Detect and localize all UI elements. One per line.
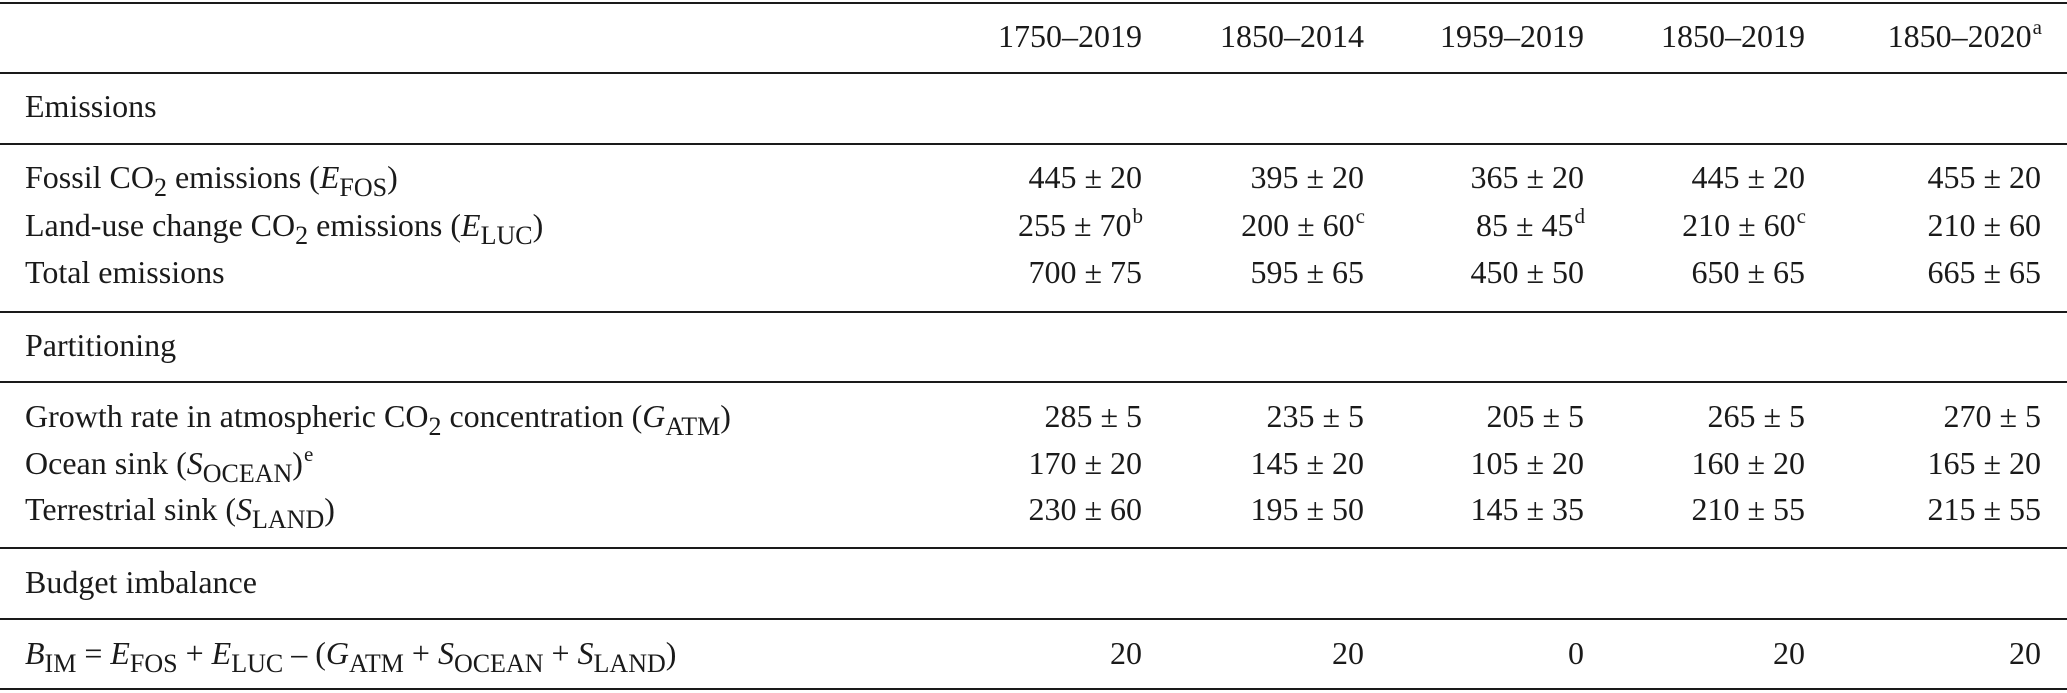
value-cell: 210 ± 60c: [1682, 204, 1806, 243]
table-row: Ocean sink (SOCEAN)e 170 ± 20 145 ± 20 1…: [0, 441, 2067, 488]
value-cell: 450 ± 50: [1470, 254, 1584, 290]
section-rule: [0, 547, 2067, 549]
section-title: Budget imbalance: [25, 564, 257, 600]
value-cell: 145 ± 20: [1250, 445, 1364, 481]
section-rule: [0, 143, 2067, 145]
value-cell: 20: [1110, 635, 1142, 671]
value-cell: 455 ± 20: [1927, 159, 2041, 195]
value-cell: 255 ± 70b: [1017, 204, 1143, 243]
table-row: Total emissions 700 ± 75 595 ± 65 450 ± …: [0, 250, 2067, 294]
section-heading: Emissions: [0, 84, 2067, 128]
value-cell: 200 ± 60c: [1241, 204, 1365, 243]
table-row: Terrestrial sink (SLAND) 230 ± 60 195 ± …: [0, 487, 2067, 534]
column-header: 1850–2019: [1661, 18, 1805, 54]
value-cell: 210 ± 55: [1691, 491, 1805, 527]
value-cell: 365 ± 20: [1470, 159, 1584, 195]
top-rule: [0, 2, 2067, 4]
section-rule: [0, 311, 2067, 313]
column-header: 1850–2014: [1220, 18, 1364, 54]
value-cell: 445 ± 20: [1691, 159, 1805, 195]
header-row: 1750–2019 1850–2014 1959–2019 1850–2019 …: [0, 14, 2067, 58]
value-cell: 595 ± 65: [1250, 254, 1364, 290]
column-header: 1850–2020a: [1887, 15, 2042, 54]
value-cell: 235 ± 5: [1266, 398, 1364, 434]
value-cell: 700 ± 75: [1028, 254, 1142, 290]
value-cell: 265 ± 5: [1707, 398, 1805, 434]
value-cell: 650 ± 65: [1691, 254, 1805, 290]
table-row: Land-use change CO2 emissions (ELUC) 255…: [0, 203, 2067, 250]
value-cell: 195 ± 50: [1250, 491, 1364, 527]
value-cell: 210 ± 60: [1927, 207, 2041, 243]
value-cell: 160 ± 20: [1691, 445, 1805, 481]
bottom-rule: [0, 688, 2067, 690]
row-label: Terrestrial sink (SLAND): [25, 491, 335, 534]
value-cell: 285 ± 5: [1044, 398, 1142, 434]
value-cell: 20: [2009, 635, 2041, 671]
value-cell: 270 ± 5: [1943, 398, 2041, 434]
row-label: Growth rate in atmospheric CO2 concentra…: [25, 398, 731, 441]
section-heading: Budget imbalance: [0, 560, 2067, 604]
column-header: 1750–2019: [998, 18, 1142, 54]
value-cell: 145 ± 35: [1470, 491, 1584, 527]
value-cell: 85 ± 45d: [1475, 204, 1585, 243]
value-cell: 215 ± 55: [1927, 491, 2041, 527]
value-cell: 205 ± 5: [1486, 398, 1584, 434]
table-row: Fossil CO2 emissions (EFOS) 445 ± 20 395…: [0, 155, 2067, 202]
value-cell: 170 ± 20: [1028, 445, 1142, 481]
section-heading: Partitioning: [0, 323, 2067, 367]
table-row: Growth rate in atmospheric CO2 concentra…: [0, 394, 2067, 441]
value-cell: 20: [1773, 635, 1805, 671]
value-cell: 230 ± 60: [1028, 491, 1142, 527]
value-cell: 0: [1568, 635, 1584, 671]
table-row: BIM = EFOS + ELUC – (GATM + SOCEAN + SLA…: [0, 631, 2067, 678]
row-label: Ocean sink (SOCEAN)e: [25, 442, 314, 488]
row-label: Total emissions: [25, 254, 225, 290]
value-cell: 20: [1332, 635, 1364, 671]
row-label: Fossil CO2 emissions (EFOS): [25, 159, 398, 202]
section-rule: [0, 381, 2067, 383]
value-cell: 665 ± 65: [1927, 254, 2041, 290]
value-cell: 165 ± 20: [1927, 445, 2041, 481]
value-cell: 395 ± 20: [1250, 159, 1364, 195]
value-cell: 445 ± 20: [1028, 159, 1142, 195]
section-title: Emissions: [25, 88, 157, 124]
row-label: Land-use change CO2 emissions (ELUC): [25, 207, 544, 250]
section-rule: [0, 618, 2067, 620]
budget-imbalance-equation: BIM = EFOS + ELUC – (GATM + SOCEAN + SLA…: [25, 635, 677, 678]
section-title: Partitioning: [25, 327, 177, 363]
value-cell: 105 ± 20: [1470, 445, 1584, 481]
header-rule: [0, 72, 2067, 74]
column-header: 1959–2019: [1440, 18, 1584, 54]
